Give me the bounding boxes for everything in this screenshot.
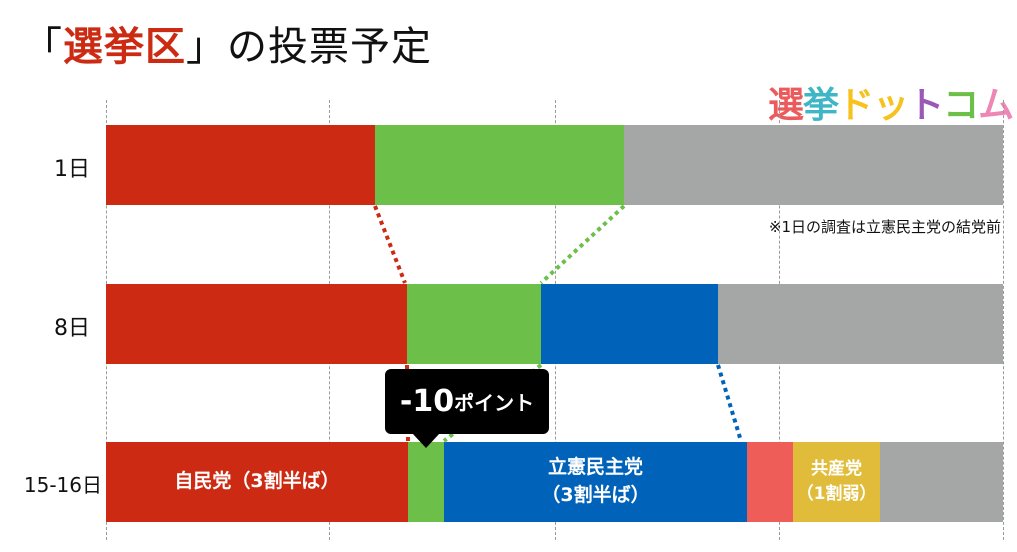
gridline-100 — [1003, 100, 1004, 540]
page-title: 「選挙区」の投票予定 — [22, 14, 432, 72]
segment-jcp: 共産党 （1割弱） — [793, 442, 880, 522]
row-label-8: 8日 — [54, 316, 90, 341]
segment-label-jcp: 共産党 — [811, 459, 862, 480]
bar-row-8 — [106, 284, 1003, 364]
segment-undecided — [880, 442, 1003, 522]
segment-kibo — [407, 284, 541, 364]
segment-kibo — [408, 442, 444, 522]
segment-ldp — [106, 284, 407, 364]
bar-row-1 — [106, 125, 1003, 205]
callout-unit: ポイント — [454, 391, 535, 415]
segment-undecided — [718, 284, 1003, 364]
title-close-bracket: 」 — [186, 24, 227, 70]
segment-undecided — [624, 125, 1003, 205]
segment-cdp: 立憲民主党 （3割半ば） — [444, 442, 747, 522]
logo-char: 挙 — [803, 85, 839, 126]
logo-char: ト — [908, 85, 944, 126]
title-open-bracket: 「 — [22, 24, 63, 70]
footnote: ※1日の調査は立憲民主党の結党前 — [768, 218, 1001, 236]
segment-ldp — [106, 125, 375, 205]
segment-other — [747, 442, 793, 522]
logo-char: 選 — [768, 85, 804, 126]
logo-char: ッ — [873, 85, 909, 126]
segment-label-cdp: 立憲民主党 — [547, 456, 643, 479]
logo-char: ド — [838, 85, 874, 126]
connector-cdp-8-15 — [716, 364, 743, 442]
connector-ldp-1-8 — [373, 205, 407, 284]
title-rest: の投票予定 — [227, 24, 432, 70]
title-highlight: 選挙区 — [63, 24, 186, 70]
segment-label-jcp-share: （1割弱） — [796, 484, 877, 504]
site-logo: 選挙ドットコム — [768, 76, 1014, 128]
row-label-1: 1日 — [54, 157, 90, 182]
segment-label-cdp-share: （3割半ば） — [541, 484, 650, 506]
bar-row-15-16: 自民党（3割半ば） 立憲民主党 （3割半ば） 共産党 （1割弱） — [106, 442, 1003, 522]
segment-label-ldp: 自民党（3割半ば） — [174, 470, 340, 493]
segment-ldp: 自民党（3割半ば） — [106, 442, 408, 522]
row-label-15-16: 15-16日 — [23, 473, 102, 497]
change-callout: -10 ポイント — [385, 369, 549, 434]
logo-char: ム — [978, 85, 1014, 126]
callout-pointer — [412, 433, 440, 448]
segment-cdp — [541, 284, 718, 364]
connector-kibo-1-8 — [539, 204, 626, 285]
callout-value: -10 — [399, 384, 455, 419]
logo-char: コ — [943, 85, 979, 126]
segment-kibo — [375, 125, 624, 205]
